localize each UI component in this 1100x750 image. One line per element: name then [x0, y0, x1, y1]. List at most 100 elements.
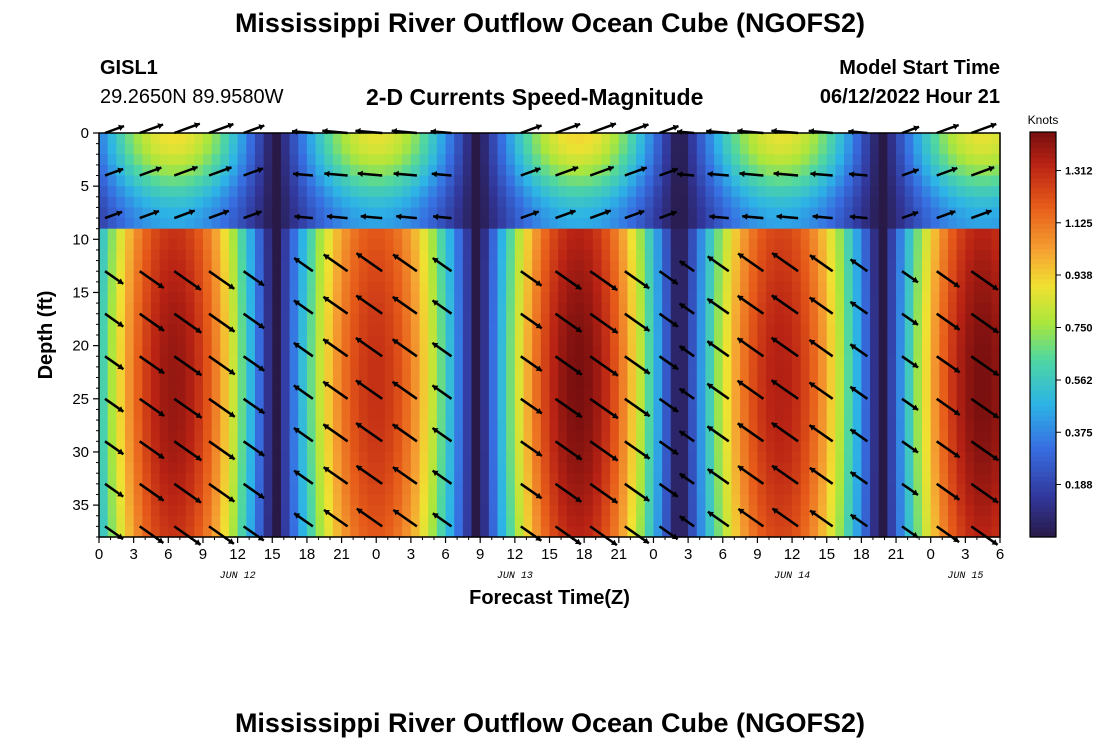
heatmap-cell	[731, 377, 741, 389]
heatmap-cell	[367, 345, 377, 357]
heatmap-cell	[315, 377, 325, 389]
heatmap-cell	[601, 388, 611, 400]
heatmap-cell	[558, 515, 568, 527]
heatmap-cell	[705, 366, 715, 379]
colorbar-segment	[1030, 476, 1056, 482]
heatmap-cell	[462, 462, 473, 474]
heatmap-cell	[705, 175, 715, 187]
colorbar-segment	[1030, 207, 1056, 214]
heatmap-cell	[254, 430, 265, 442]
heatmap-cell	[454, 175, 464, 187]
heatmap-cell	[584, 324, 594, 336]
heatmap-cell	[211, 430, 221, 442]
heatmap-cell	[523, 335, 533, 347]
heatmap-cell	[454, 398, 464, 411]
vector-arrowhead	[157, 282, 164, 288]
heatmap-cell	[748, 388, 759, 400]
heatmap-cell	[800, 303, 810, 315]
heatmap-cell	[792, 324, 802, 336]
heatmap-cell	[922, 164, 932, 177]
heatmap-cell	[818, 409, 828, 421]
heatmap-cell	[376, 207, 386, 219]
heatmap-cell	[350, 196, 360, 209]
heatmap-cell	[402, 494, 412, 506]
heatmap-cell	[150, 515, 161, 527]
heatmap-cell	[272, 483, 282, 496]
vector-arrowhead	[432, 428, 439, 434]
heatmap-cell	[878, 473, 888, 485]
heatmap-cell	[826, 377, 836, 389]
vector-arrowhead	[771, 380, 778, 386]
heatmap-cell	[263, 420, 273, 432]
heatmap-cell	[410, 366, 421, 379]
heatmap-cell	[99, 303, 109, 315]
heatmap-cell	[965, 356, 975, 368]
heatmap-cell	[506, 366, 516, 379]
heatmap-cell	[757, 239, 767, 251]
heatmap-cell	[705, 505, 715, 517]
heatmap-cell	[332, 175, 343, 187]
heatmap-cell	[913, 494, 923, 506]
colorbar-segment	[1030, 223, 1056, 229]
heatmap-cell	[280, 313, 291, 325]
heatmap-cell	[939, 324, 949, 336]
heatmap-cell	[306, 441, 317, 453]
heatmap-cell	[965, 388, 975, 400]
heatmap-cell	[610, 420, 620, 432]
heatmap-cell	[332, 505, 343, 517]
heatmap-cell	[289, 505, 299, 517]
heatmap-cell	[896, 249, 906, 262]
velocity-vector	[737, 507, 765, 528]
heatmap-cell	[904, 164, 914, 177]
heatmap-cell	[783, 356, 793, 368]
heatmap-cell	[107, 249, 117, 262]
heatmap-cell	[766, 494, 776, 506]
heatmap-cell	[194, 526, 204, 538]
heatmap-cell	[991, 303, 1001, 315]
heatmap-cell	[800, 335, 810, 347]
heatmap-cell	[922, 398, 932, 411]
heatmap-cell	[861, 292, 871, 304]
heatmap-cell	[488, 526, 499, 538]
vector-arrowhead	[742, 213, 748, 220]
heatmap-cell	[237, 164, 247, 177]
heatmap-cell	[523, 451, 533, 464]
heatmap-cell	[558, 292, 568, 304]
heatmap-cell	[566, 515, 577, 527]
vector-arrowhead	[117, 363, 124, 370]
heatmap-cell	[150, 133, 161, 145]
heatmap-cell	[653, 483, 663, 496]
heatmap-cell	[471, 462, 481, 474]
heatmap-cell	[800, 398, 810, 411]
heatmap-cell	[688, 388, 698, 400]
heatmap-cell	[714, 505, 724, 517]
heatmap-cell	[861, 409, 871, 421]
heatmap-cell	[991, 313, 1001, 325]
heatmap-cell	[150, 271, 161, 283]
heatmap-cell	[341, 175, 351, 187]
heatmap-cell	[523, 515, 533, 527]
heatmap-cell	[991, 505, 1001, 517]
heatmap-cell	[705, 473, 715, 485]
heatmap-cell	[497, 441, 507, 453]
heatmap-cell	[263, 505, 273, 517]
heatmap-cell	[289, 249, 299, 262]
heatmap-cell	[289, 473, 299, 485]
heatmap-cell	[575, 207, 585, 219]
heatmap-cell	[445, 451, 455, 464]
heatmap-cell	[480, 186, 490, 198]
heatmap-cell	[523, 196, 533, 209]
heatmap-cell	[670, 451, 681, 464]
heatmap-cell	[142, 218, 152, 230]
heatmap-cell	[896, 494, 906, 506]
heatmap-cell	[436, 175, 447, 187]
heatmap-cell	[315, 494, 325, 506]
heatmap-cell	[228, 207, 239, 219]
heatmap-cell	[818, 494, 828, 506]
heatmap-cell	[662, 515, 672, 527]
heatmap-cell	[246, 249, 256, 262]
heatmap-cell	[176, 409, 187, 421]
heatmap-cell	[107, 324, 117, 336]
heatmap-cell	[497, 154, 507, 166]
heatmap-cell	[150, 313, 161, 325]
